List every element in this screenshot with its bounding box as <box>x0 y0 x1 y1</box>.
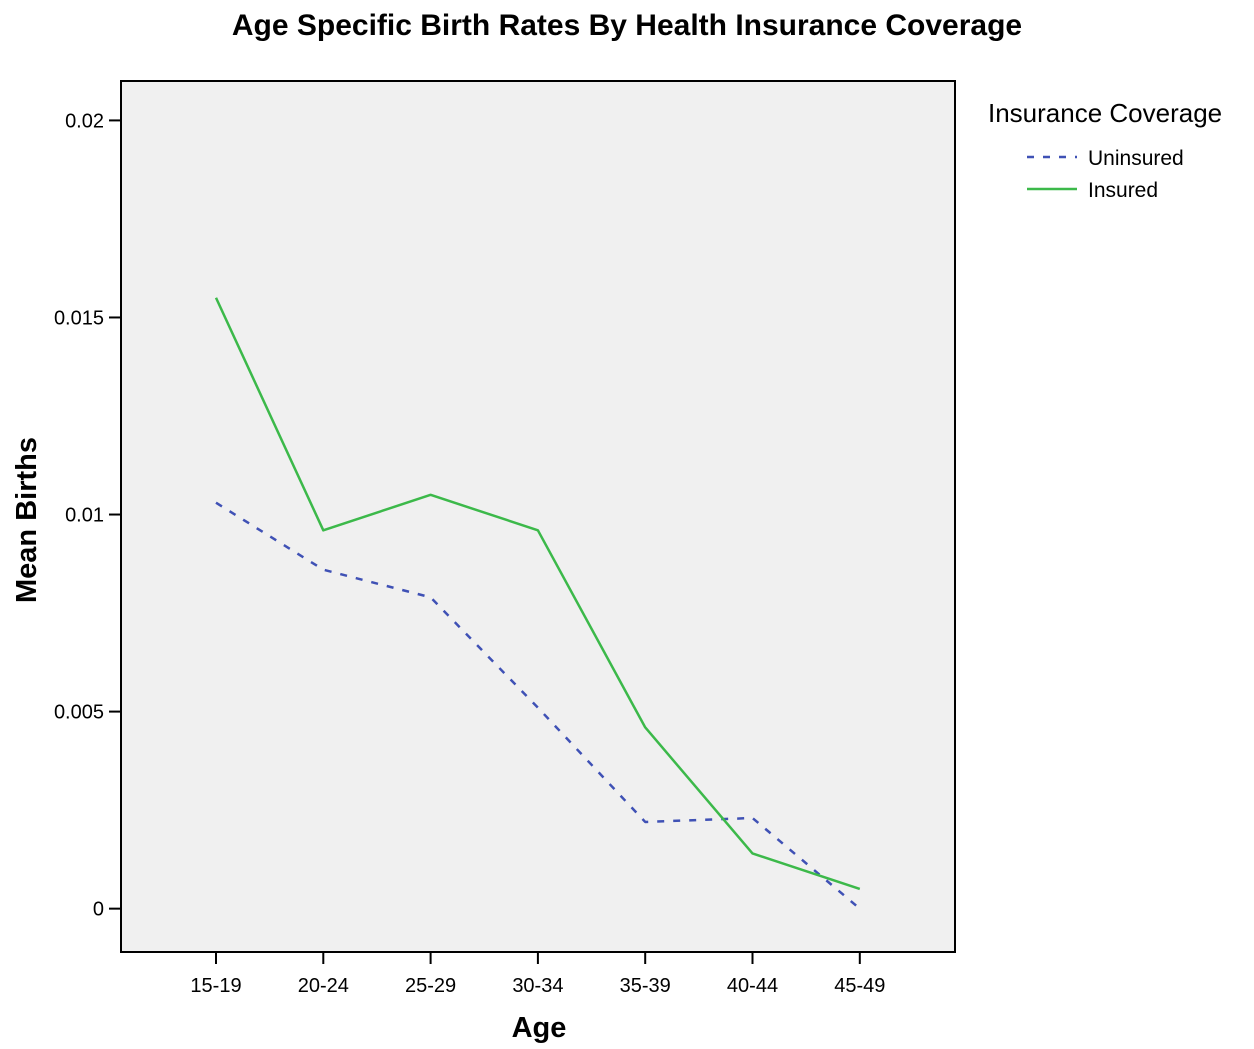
x-tick-label-6: 45-49 <box>834 975 885 997</box>
legend-title: Insurance Coverage <box>988 98 1222 128</box>
y-axis-label: Mean Births <box>11 437 43 603</box>
x-axis: 15-19 20-24 25-29 30-34 35-39 40-44 45-49 <box>190 952 885 997</box>
legend-label-insured: Insured <box>1088 179 1158 202</box>
x-tick-label-0: 15-19 <box>190 975 241 997</box>
x-tick-label-3: 30-34 <box>512 975 563 997</box>
y-tick-label-2: 0.01 <box>65 505 104 527</box>
x-tick-label-5: 40-44 <box>727 975 778 997</box>
x-axis-label: Age <box>512 1012 567 1044</box>
legend-items: Uninsured Insured <box>1027 147 1184 202</box>
plot-area <box>120 80 956 953</box>
series-line-insured <box>214 297 861 891</box>
legend: Insurance Coverage Uninsured Insured <box>988 98 1222 202</box>
y-tick-label-1: 0.005 <box>54 702 104 724</box>
x-tick-label-4: 35-39 <box>620 975 671 997</box>
y-tick-label-0: 0 <box>93 899 104 921</box>
legend-label-uninsured: Uninsured <box>1088 147 1184 170</box>
chart-title: Age Specific Birth Rates By Health Insur… <box>232 9 1022 42</box>
y-axis: 0 0.005 0.01 0.015 0.02 <box>54 110 121 921</box>
y-tick-label-4: 0.02 <box>65 110 104 132</box>
x-tick-label-1: 20-24 <box>298 975 349 997</box>
series-layer <box>214 297 861 910</box>
y-tick-label-3: 0.015 <box>54 307 104 329</box>
x-tick-label-2: 25-29 <box>405 975 456 997</box>
